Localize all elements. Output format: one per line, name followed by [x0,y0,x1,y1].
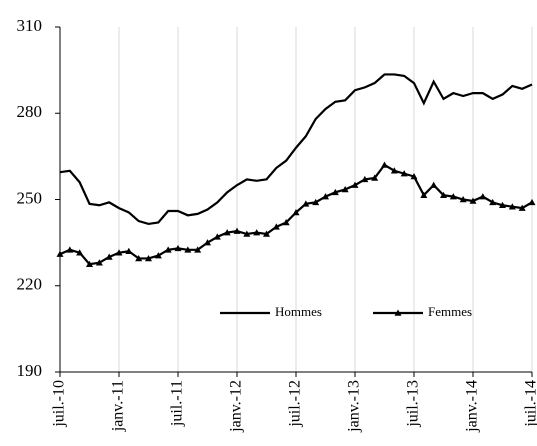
marker [223,229,231,236]
marker [154,252,162,259]
marker [499,201,506,209]
marker [528,198,536,206]
marker [164,246,172,253]
marker [292,208,300,216]
x-tick-label: janv.-11 [110,380,127,432]
legend-label: Femmes [428,304,472,319]
marker [95,259,103,266]
marker [115,249,123,256]
marker [302,200,310,207]
marker [135,254,143,262]
marker [145,254,152,262]
marker [272,223,280,230]
y-tick-label: 190 [17,361,43,380]
marker [312,198,320,206]
y-tick-label: 250 [17,188,43,207]
marker [390,167,398,174]
marker [125,247,133,255]
marker [449,193,457,200]
marker [489,198,497,206]
y-tick-label: 310 [17,16,43,35]
marker [331,188,339,196]
y-tick-label: 220 [17,275,43,294]
legend-marker [394,309,402,316]
x-tick-label: janv.-13 [346,380,363,433]
x-tick-label: juil.-13 [405,380,422,428]
x-tick-label: janv.-14 [464,380,481,433]
marker [213,233,221,240]
marker [174,244,182,252]
marker [410,173,418,180]
marker [184,246,192,253]
marker [469,197,477,204]
marker [459,196,467,203]
marker [361,175,369,183]
marker [86,260,93,267]
marker [204,239,211,246]
x-tick-label: juil.-12 [287,380,304,428]
marker [440,191,447,198]
marker [430,181,438,188]
marker [243,230,251,237]
marker [105,253,113,260]
marker [66,246,74,253]
marker [76,249,84,256]
x-tick-label: juil.-10 [51,380,68,428]
marker [381,161,388,168]
marker [282,219,290,226]
marker [400,170,408,177]
marker [322,193,329,200]
y-tick-label: 280 [17,102,43,121]
marker [508,203,516,210]
marker [194,246,202,253]
marker [263,230,270,237]
x-tick-label: juil.-14 [523,380,537,428]
legend-label: Hommes [275,304,322,319]
x-tick-label: janv.-12 [228,380,245,433]
marker [371,174,379,181]
marker [253,229,261,236]
legend: Hommes Femmes [220,304,472,319]
marker [420,191,428,198]
marker [351,181,359,188]
series-line [59,73,533,226]
marker [56,250,64,257]
marker [518,204,526,211]
marker [233,227,241,234]
marker [341,185,349,193]
x-tick-label: juil.-11 [169,380,186,427]
marker [479,193,487,200]
